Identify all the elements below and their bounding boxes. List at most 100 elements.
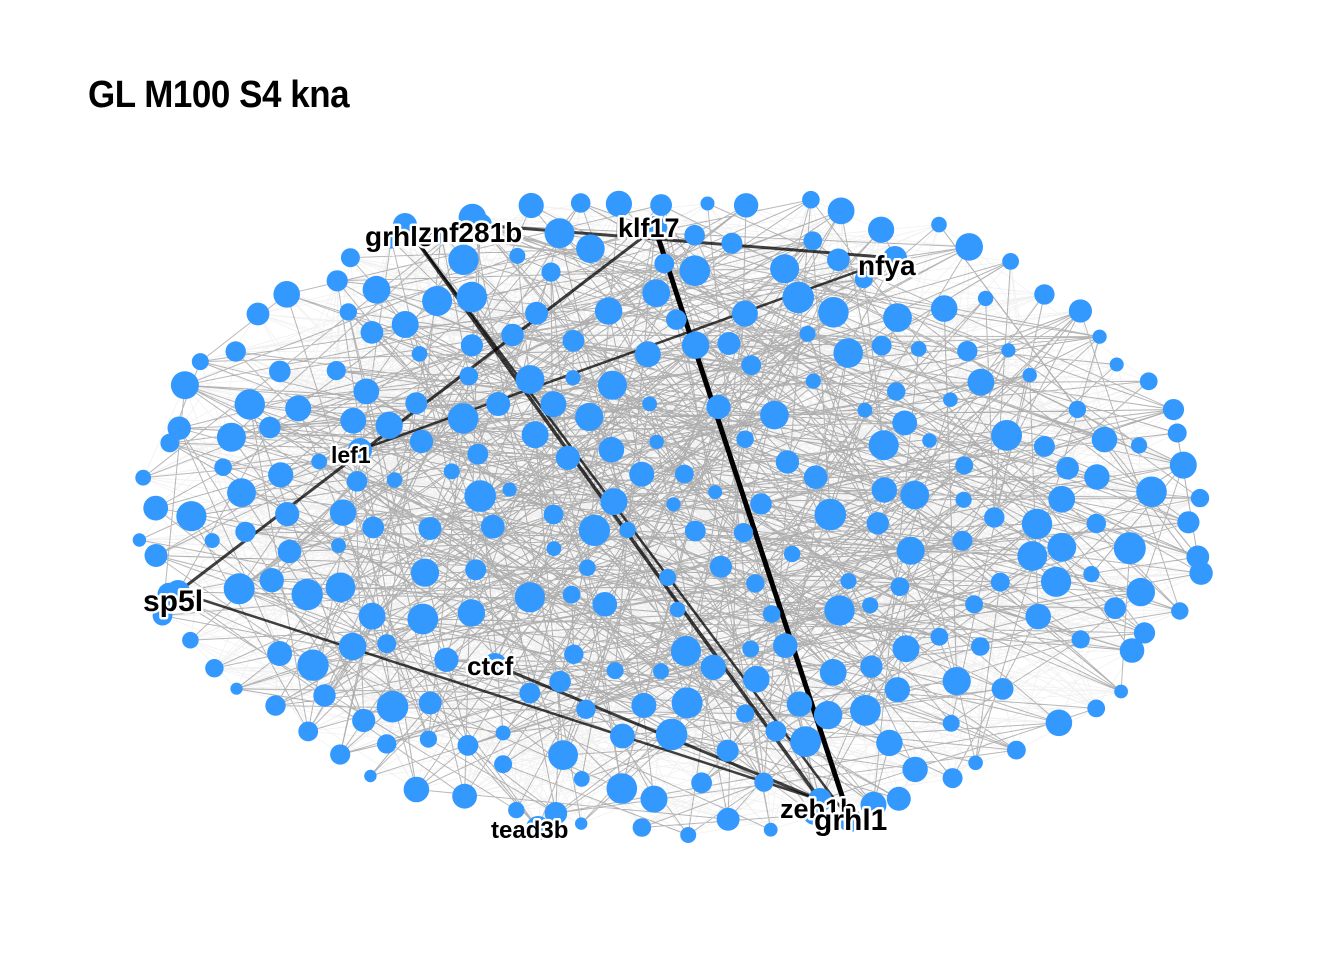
node [432,225,450,243]
node [827,248,850,272]
node [955,456,974,475]
node [494,755,513,774]
node [275,501,300,527]
node [152,605,173,626]
node [860,791,887,818]
node [579,559,596,576]
node [819,659,847,686]
node [754,772,774,792]
node [746,574,765,593]
node [680,827,697,843]
node [1131,437,1148,454]
node [340,248,360,268]
node [818,297,849,328]
node [629,461,655,487]
node [649,434,664,450]
node [360,321,384,344]
node [562,329,585,352]
node [654,253,675,274]
node [605,190,633,217]
node [216,422,246,452]
node [375,411,403,439]
node [386,472,403,488]
node [480,514,505,539]
node [783,545,801,563]
node [634,341,661,368]
node [632,818,652,837]
node [743,665,770,693]
node [502,482,517,497]
node [1083,566,1100,583]
node [268,462,294,488]
node [143,495,169,521]
node [733,523,754,543]
node [803,465,828,490]
node [684,224,705,246]
node [377,634,397,654]
node [358,602,386,630]
node [419,730,437,748]
node [883,303,912,332]
node [700,654,726,680]
node [434,647,459,672]
node [731,300,758,327]
node [460,334,483,357]
node [1136,476,1167,508]
node-labels: grhl3 znf281b klf17 nfya lef1 sp5l ctcf … [141,211,919,847]
node [267,641,293,666]
node [269,360,291,383]
node [1169,451,1197,479]
node [892,635,920,663]
node [965,595,984,614]
node [709,555,733,578]
node [508,801,525,819]
node [405,392,428,415]
node [1167,423,1187,443]
node [544,802,568,825]
node [331,538,346,553]
node [1119,638,1145,663]
node [364,769,377,783]
node [514,582,546,613]
node [362,275,391,304]
node [799,325,816,342]
node [562,585,581,604]
node [1045,709,1073,737]
node [382,231,401,249]
node [930,627,949,646]
node [1001,343,1016,358]
node [555,445,581,470]
node [391,311,419,338]
node [362,516,384,539]
node [486,392,511,416]
node [666,309,687,330]
node [1091,426,1118,453]
node [876,729,903,757]
node [860,655,883,678]
node [204,533,220,549]
node [955,491,972,508]
node [1092,329,1107,344]
node [291,578,323,611]
node [339,303,357,321]
node [540,391,567,418]
node [1002,253,1019,270]
node [600,488,628,516]
node [862,597,879,614]
node [1068,299,1092,323]
node [854,270,873,289]
node-label-lef1: lef1 [331,442,371,468]
node [857,402,873,418]
node [700,196,715,211]
node [329,499,357,526]
node [447,403,479,434]
node [311,453,328,470]
node [457,735,479,756]
node [1056,456,1079,480]
node [892,410,918,436]
node [519,682,541,704]
node-grhl1 [838,808,862,832]
node [896,536,925,565]
node [235,521,256,543]
node [670,636,702,667]
